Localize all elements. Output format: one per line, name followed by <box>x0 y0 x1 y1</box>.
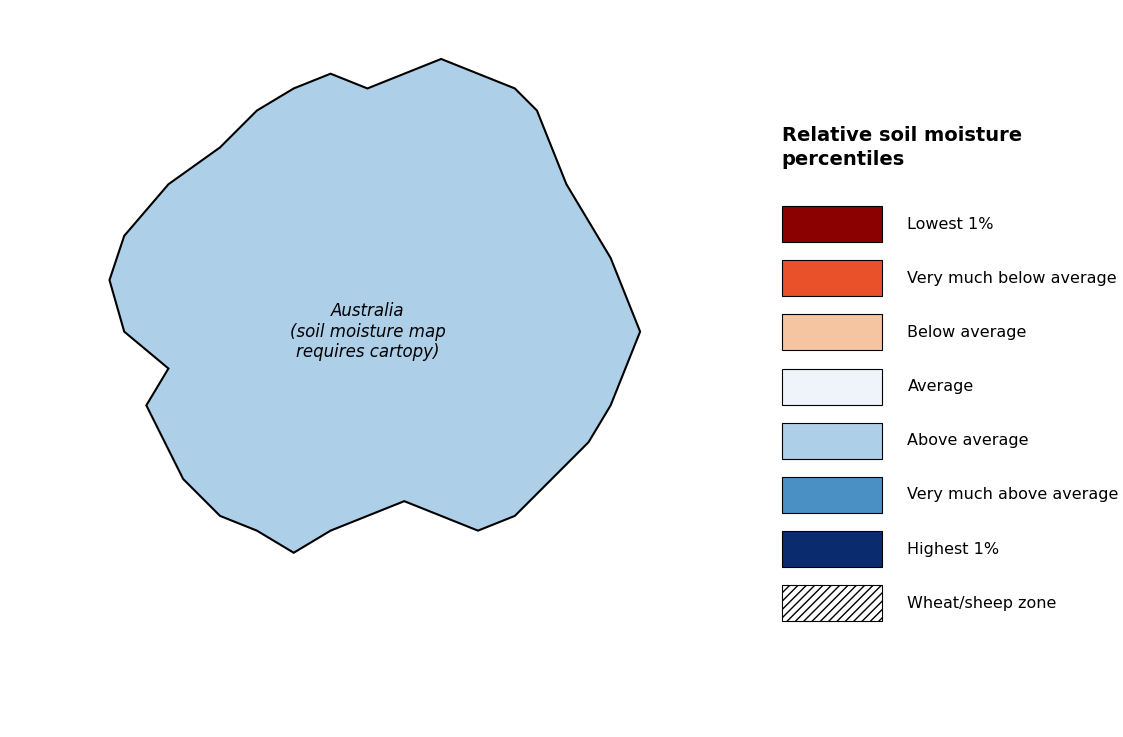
Text: Below average: Below average <box>907 325 1026 340</box>
Bar <box>782 206 883 242</box>
Bar <box>782 260 883 296</box>
Text: Australia
(soil moisture map
requires cartopy): Australia (soil moisture map requires ca… <box>290 302 446 361</box>
Bar <box>782 423 883 458</box>
Text: Very much above average: Very much above average <box>907 487 1119 503</box>
Text: Highest 1%: Highest 1% <box>907 542 999 556</box>
Bar <box>782 531 883 567</box>
Text: Lowest 1%: Lowest 1% <box>907 217 994 231</box>
Bar <box>782 477 883 513</box>
Text: Average: Average <box>907 379 974 394</box>
Bar <box>782 315 883 351</box>
Text: Very much below average: Very much below average <box>907 270 1117 286</box>
Text: Wheat/sheep zone: Wheat/sheep zone <box>907 595 1057 611</box>
Text: Relative soil moisture
percentiles: Relative soil moisture percentiles <box>782 126 1022 169</box>
Polygon shape <box>109 59 640 553</box>
Text: Above average: Above average <box>907 433 1029 448</box>
Bar <box>782 585 883 621</box>
Bar <box>782 368 883 405</box>
